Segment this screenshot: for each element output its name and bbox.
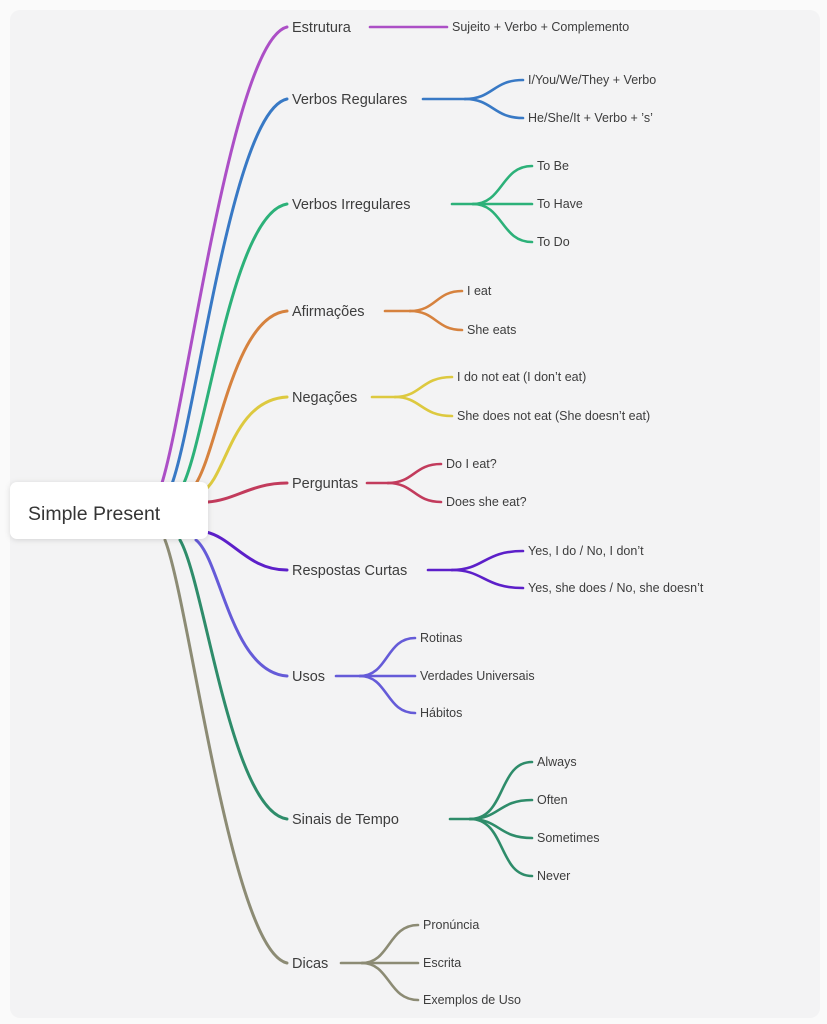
leaf-label: I/You/We/They + Verbo — [528, 73, 656, 87]
branch-sinais-de-tempo: Sinais de Tempo Always Often Sometimes N… — [292, 755, 600, 883]
link-root-negacoes — [200, 395, 289, 494]
link-leaf — [463, 97, 525, 120]
link-leaf — [393, 395, 454, 418]
branch-label: Negações — [292, 390, 357, 406]
branch-usos: Usos Rotinas Verdades Universais Hábitos — [292, 631, 535, 720]
link-root-respostas-curtas — [204, 530, 289, 572]
leaf-label: Sujeito + Verbo + Complemento — [452, 20, 629, 34]
leaf-label: To Be — [537, 159, 569, 173]
link-root-sinais-de-tempo — [178, 538, 289, 821]
leaf-label: Sometimes — [537, 831, 600, 845]
leaf-label: To Have — [537, 197, 583, 211]
branch-verbos-irregulares: Verbos Irregulares To Be To Have To Do — [292, 159, 583, 249]
branch-afirmacoes: Afirmações I eat She eats — [292, 284, 516, 337]
leaf-label: He/She/It + Verbo + ’s’ — [528, 111, 653, 125]
branch-perguntas: Perguntas Do I eat? Does she eat? — [292, 457, 527, 509]
branch-label: Perguntas — [292, 476, 358, 492]
branch-label: Dicas — [292, 956, 328, 972]
link-leaf — [358, 674, 417, 715]
link-root-dicas — [163, 538, 289, 965]
root-node: Simple Present — [10, 482, 208, 539]
branch-dicas: Dicas Pronúncia Escrita Exemplos de Uso — [292, 918, 521, 1007]
leaf-label: Do I eat? — [446, 457, 497, 471]
branch-label: Verbos Regulares — [292, 92, 407, 108]
leaf-label: Hábitos — [420, 706, 462, 720]
branch-negacoes: Negações I do not eat (I don’t eat) She … — [292, 370, 650, 423]
link-leaf — [450, 568, 525, 590]
root-node-box — [10, 482, 208, 539]
leaf-label: Always — [537, 755, 577, 769]
leaf-label: Often — [537, 793, 568, 807]
branch-label: Verbos Irregulares — [292, 197, 410, 213]
leaf-label: I do not eat (I don’t eat) — [457, 370, 586, 384]
branch-label: Afirmações — [292, 304, 365, 320]
link-leaf — [471, 202, 534, 244]
link-root-usos — [194, 538, 289, 678]
link-root-perguntas — [206, 481, 289, 504]
link-root-verbos-irregulares — [179, 202, 289, 491]
branch-label: Respostas Curtas — [292, 563, 407, 579]
leaf-label: She does not eat (She doesn’t eat) — [457, 409, 650, 423]
leaf-label: Verdades Universais — [420, 669, 535, 683]
root-links — [158, 25, 289, 965]
leaf-label: Yes, I do / No, I don’t — [528, 544, 644, 558]
leaf-label: She eats — [467, 323, 516, 337]
leaf-label: Pronúncia — [423, 918, 479, 932]
leaf-label: I eat — [467, 284, 492, 298]
leaf-label: Rotinas — [420, 631, 462, 645]
branch-respostas-curtas: Respostas Curtas Yes, I do / No, I don’t… — [292, 544, 704, 595]
branch-estrutura: Estrutura Sujeito + Verbo + Complemento — [292, 20, 629, 36]
root-node-label: Simple Present — [28, 503, 161, 525]
leaf-label: Escrita — [423, 956, 461, 970]
branch-label: Sinais de Tempo — [292, 812, 399, 828]
link-leaf — [408, 309, 464, 332]
branch-label: Usos — [292, 669, 325, 685]
branch-label: Estrutura — [292, 20, 352, 36]
leaf-label: Exemplos de Uso — [423, 993, 521, 1007]
link-root-afirmacoes — [190, 309, 289, 491]
link-leaf — [468, 817, 534, 878]
link-leaf — [360, 961, 420, 1002]
leaf-label: Yes, she does / No, she doesn’t — [528, 581, 704, 595]
leaf-label: To Do — [537, 235, 570, 249]
leaf-label: Does she eat? — [446, 495, 527, 509]
branch-verbos-regulares: Verbos Regulares I/You/We/They + Verbo H… — [292, 73, 656, 125]
leaf-label: Never — [537, 869, 570, 883]
link-leaf — [386, 481, 443, 504]
link-root-estrutura — [158, 25, 289, 491]
link-root-verbos-regulares — [168, 97, 289, 491]
